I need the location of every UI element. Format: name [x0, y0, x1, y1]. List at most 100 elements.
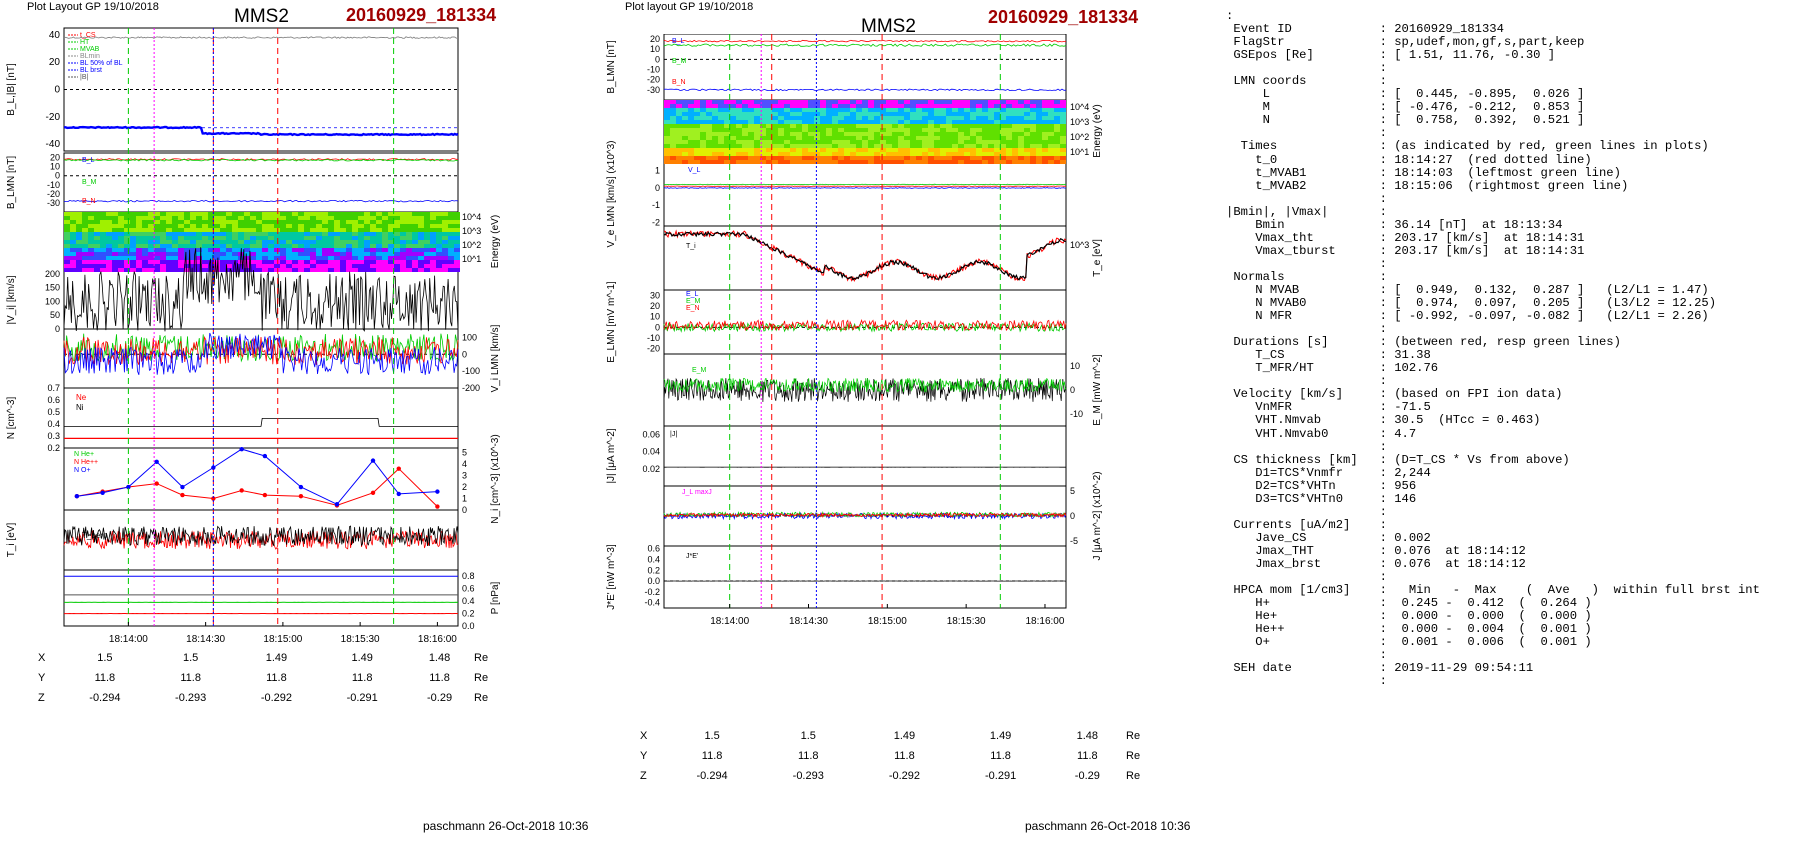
spectrogram-cell — [286, 256, 292, 260]
spectrogram-cell — [370, 244, 376, 248]
spectrogram-cell — [700, 124, 706, 128]
spectrogram-cell — [412, 256, 418, 260]
spectrogram-cell — [316, 236, 322, 240]
spectrogram-cell — [958, 100, 964, 104]
summary-line: : — [1226, 439, 1387, 454]
spectrogram-cell — [238, 268, 244, 272]
spectrogram-cell — [1024, 144, 1030, 148]
spectrogram-cell — [982, 160, 988, 164]
spectrogram-cell — [970, 156, 976, 160]
spectrogram-cell — [838, 100, 844, 104]
spectrogram-cell — [718, 124, 724, 128]
tick-label: 30 — [650, 290, 660, 300]
spectrogram-cell — [790, 156, 796, 160]
tick-label: 0.4 — [462, 596, 475, 606]
spectrogram-cell — [76, 216, 82, 220]
spectrogram-cell — [784, 156, 790, 160]
spectrogram-cell — [148, 256, 154, 260]
spectrogram-cell — [754, 100, 760, 104]
spectrogram-cell — [262, 240, 268, 244]
spectrogram-cell — [682, 136, 688, 140]
spectrogram-cell — [316, 252, 322, 256]
spectrogram-cell — [982, 120, 988, 124]
spectrogram-cell — [946, 124, 952, 128]
spectrogram-cell — [772, 140, 778, 144]
spectrogram-cell — [730, 132, 736, 136]
spectrogram-cell — [766, 140, 772, 144]
spectrogram-cell — [712, 112, 718, 116]
spectrogram-cell — [952, 108, 958, 112]
spectrogram-cell — [1024, 132, 1030, 136]
spectrogram-cell — [904, 144, 910, 148]
spectrogram-cell — [766, 136, 772, 140]
spectrogram-cell — [268, 248, 274, 252]
spectrogram-cell — [784, 116, 790, 120]
spectrogram-cell — [784, 144, 790, 148]
tick-label: -10 — [647, 333, 660, 343]
spectrogram-cell — [844, 156, 850, 160]
spectrogram-cell — [316, 232, 322, 236]
spectrogram-cell — [886, 124, 892, 128]
spectrogram-cell — [940, 160, 946, 164]
spectrogram-cell — [790, 128, 796, 132]
spectrogram-cell — [430, 248, 436, 252]
tick-label: 10^1 — [462, 254, 481, 264]
spectrogram-cell — [814, 120, 820, 124]
spectrogram-cell — [226, 240, 232, 244]
spectrogram-cell — [736, 132, 742, 136]
spectrogram-cell — [436, 216, 442, 220]
spectrogram-cell — [148, 232, 154, 236]
spectrogram-cell — [958, 132, 964, 136]
spectrogram-cell — [688, 124, 694, 128]
spectrogram-cell — [856, 112, 862, 116]
spectrogram-cell — [670, 132, 676, 136]
spectrogram-cell — [424, 252, 430, 256]
spectrogram-cell — [172, 244, 178, 248]
spectrogram-cell — [886, 136, 892, 140]
spectrogram-cell — [214, 260, 220, 264]
spectrogram-cell — [346, 216, 352, 220]
spectrogram-cell — [376, 220, 382, 224]
spectrogram-cell — [784, 140, 790, 144]
spectrogram-cell — [88, 260, 94, 264]
tick-label: -40 — [46, 139, 61, 150]
spectrogram-cell — [340, 264, 346, 268]
spectrogram-cell — [892, 100, 898, 104]
spectrogram-cell — [682, 140, 688, 144]
spectrogram-cell — [838, 116, 844, 120]
spectrogram-cell — [274, 228, 280, 232]
cell: -0.29 — [426, 692, 453, 704]
spectrogram-cell — [790, 108, 796, 112]
spectrogram-cell — [886, 156, 892, 160]
spectrogram-cell — [286, 248, 292, 252]
row-label: Y — [640, 750, 648, 762]
spectrogram-cell — [682, 108, 688, 112]
spectrogram-cell — [1006, 148, 1012, 152]
spectrogram-cell — [64, 248, 70, 252]
spectrogram-cell — [904, 160, 910, 164]
spectrogram-cell — [304, 216, 310, 220]
spectrogram-cell — [382, 240, 388, 244]
spectrogram-cell — [370, 264, 376, 268]
spectrogram-cell — [400, 228, 406, 232]
spectrogram-cell — [970, 120, 976, 124]
spectrogram-cell — [766, 160, 772, 164]
axis-label: E_LMN [mV m^-1] — [606, 281, 617, 363]
spectrogram-cell — [670, 148, 676, 152]
spectrogram-cell — [286, 240, 292, 244]
spectrogram-cell — [694, 160, 700, 164]
spectrogram-cell — [826, 100, 832, 104]
spectrogram-cell — [352, 228, 358, 232]
x-tick-label: 18:15:30 — [341, 634, 380, 645]
summary-line: D2=TCS*VHTn : 956 — [1226, 478, 1417, 493]
spectrogram-cell — [376, 240, 382, 244]
position-row-y: Y 11.8 11.8 11.8 11.8 11.8 Re — [640, 746, 1150, 766]
spectrogram-cell — [832, 128, 838, 132]
cell: 11.8 — [701, 750, 723, 762]
spectrogram-cell — [964, 132, 970, 136]
spectrogram-cell — [316, 220, 322, 224]
spectrogram-cell — [808, 140, 814, 144]
spectrogram-cell — [82, 236, 88, 240]
spectrogram-cell — [412, 240, 418, 244]
spectrogram-cell — [982, 148, 988, 152]
